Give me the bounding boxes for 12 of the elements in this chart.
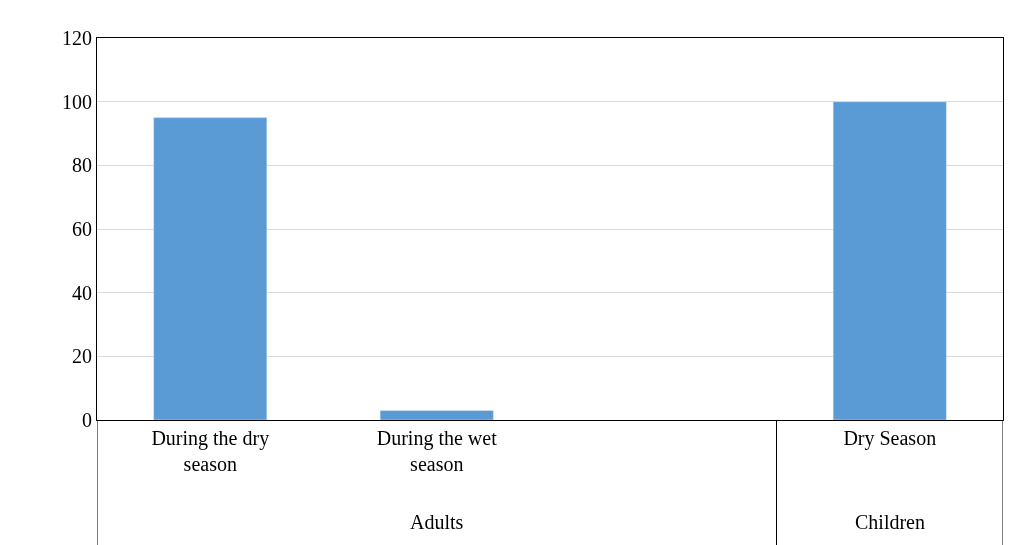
y-tick-label: 20 <box>72 345 92 368</box>
x-tick-label: During the dry season <box>151 427 270 475</box>
y-tick-label: 60 <box>72 218 92 240</box>
x-tick-label: Dry Season <box>843 427 937 450</box>
y-tick-label: 0 <box>82 409 92 431</box>
y-tick-label: 80 <box>72 154 92 177</box>
y-tick-label: 120 <box>62 27 92 49</box>
y-tick-label: 40 <box>72 281 92 304</box>
text: Adults <box>410 511 464 533</box>
y-tick-label: 100 <box>62 90 92 113</box>
text: Children <box>855 511 925 533</box>
x-tick-label: During the wet season <box>376 427 498 475</box>
